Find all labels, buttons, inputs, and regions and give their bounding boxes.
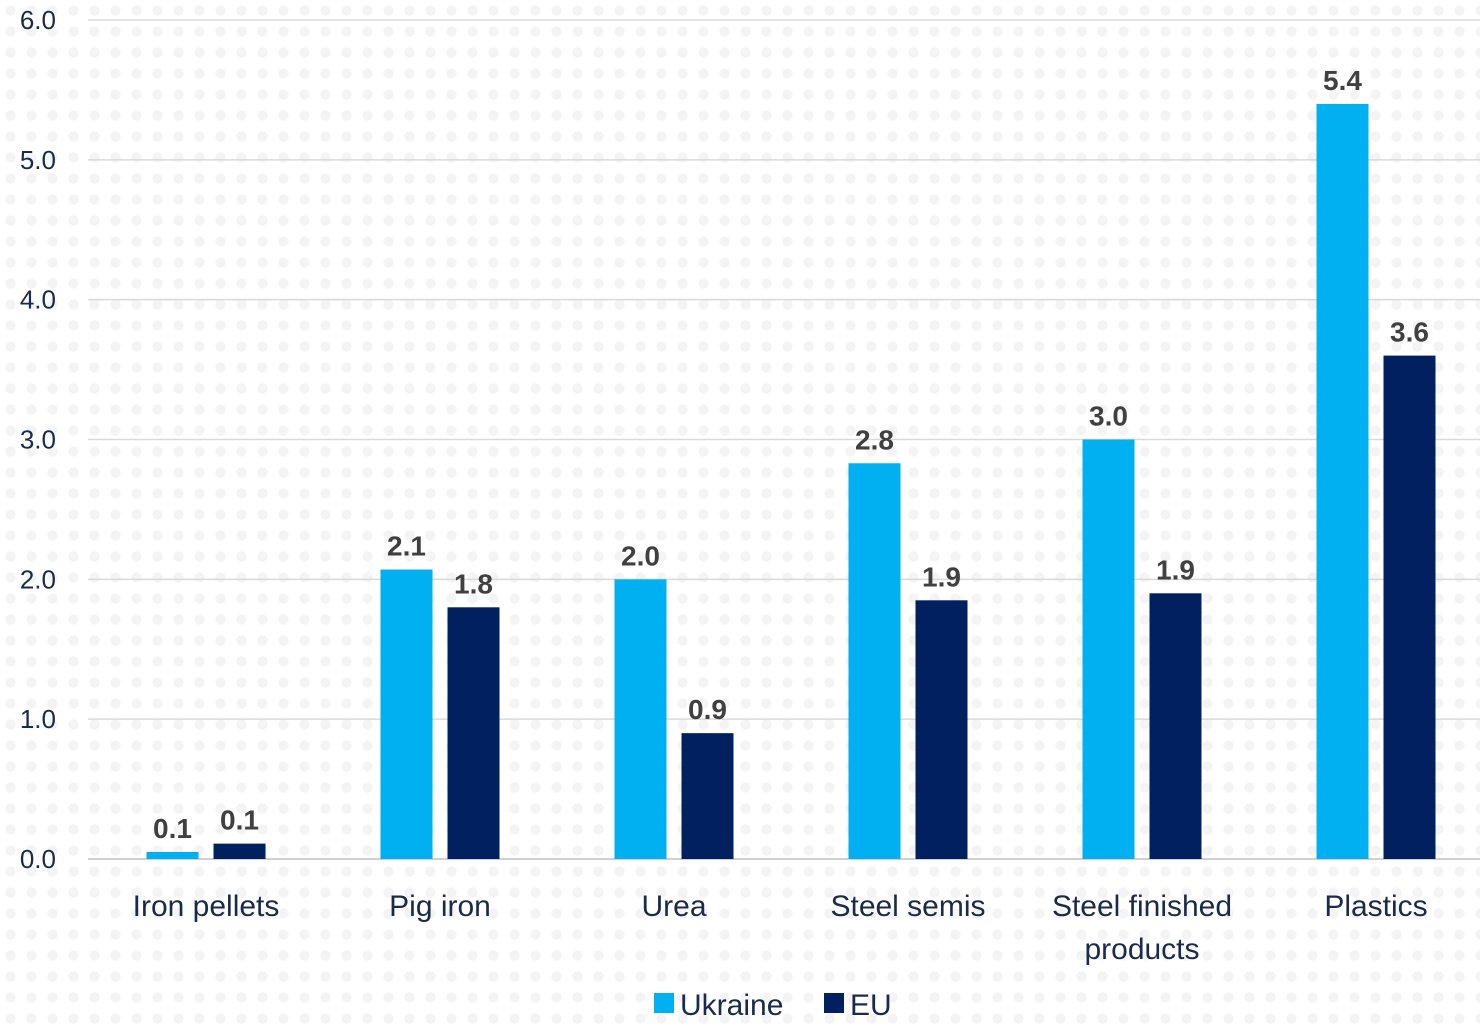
y-tick-label: 4.0 <box>20 285 56 315</box>
bar-eu <box>1383 355 1436 859</box>
data-label: 2.0 <box>621 540 660 571</box>
gridlines <box>88 19 1480 860</box>
legend-label-ukraine: Ukraine <box>680 989 783 1022</box>
data-label: 3.0 <box>1089 401 1128 432</box>
category-label: Iron pellets <box>133 890 280 923</box>
data-labels: 0.1 0.1 2.1 1.8 2.0 0.9 2.8 1.9 3.0 1.9 5.4 3.6 <box>153 65 1429 844</box>
y-tick-label: 1.0 <box>20 704 56 734</box>
y-tick-label: 2.0 <box>20 564 56 594</box>
y-axis-tick-labels: 0.0 1.0 2.0 3.0 4.0 5.0 6.0 <box>20 5 56 874</box>
legend-label-eu: EU <box>850 989 892 1022</box>
bar-ukraine <box>146 852 199 859</box>
bar-ukraine <box>380 569 433 859</box>
legend-swatch-ukraine <box>654 993 674 1013</box>
category-label: Plastics <box>1324 890 1427 923</box>
data-label: 1.9 <box>1156 554 1195 585</box>
bar-eu <box>447 607 500 859</box>
data-label: 2.8 <box>855 424 894 455</box>
bar-ukraine <box>848 463 901 859</box>
category-label: Steel finished products <box>1052 890 1232 966</box>
legend: Ukraine EU <box>654 989 892 1022</box>
bar-ukraine <box>1082 439 1135 859</box>
x-axis-category-labels: Iron pellets Pig iron Urea Steel semis Steel… <box>133 890 1428 966</box>
y-tick-label: 5.0 <box>20 145 56 175</box>
data-label: 1.8 <box>454 568 493 599</box>
data-label: 3.6 <box>1390 317 1429 348</box>
data-label: 5.4 <box>1323 65 1362 96</box>
data-label: 0.9 <box>688 694 727 725</box>
bar-eu <box>1149 593 1202 859</box>
y-tick-label: 0.0 <box>20 844 56 874</box>
bars <box>146 103 1436 859</box>
y-tick-label: 6.0 <box>20 5 56 35</box>
bar-ukraine <box>1316 103 1369 859</box>
data-label: 2.1 <box>387 531 426 562</box>
category-label: Urea <box>641 890 706 923</box>
category-label: Pig iron <box>389 890 491 923</box>
category-label: Steel semis <box>830 890 985 923</box>
legend-swatch-eu <box>824 993 844 1013</box>
bar-eu <box>681 733 734 859</box>
bar-eu <box>915 600 968 859</box>
data-label: 0.1 <box>153 813 192 844</box>
bar-eu <box>213 843 266 859</box>
y-tick-label: 3.0 <box>20 425 56 455</box>
bar-ukraine <box>614 579 667 859</box>
data-label: 0.1 <box>220 805 259 836</box>
data-label: 1.9 <box>922 561 961 592</box>
